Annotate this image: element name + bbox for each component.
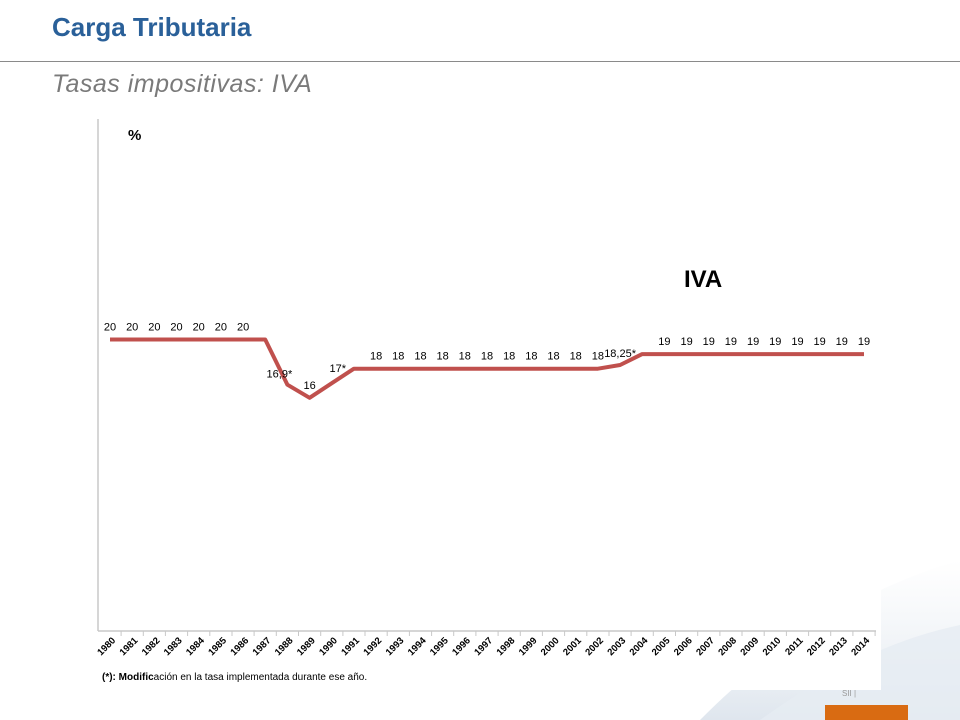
x-tick-label: 2005 (650, 635, 673, 658)
data-label: 19 (680, 336, 692, 348)
data-label: 19 (791, 336, 803, 348)
data-label: 20 (215, 322, 227, 334)
x-tick-label: 2008 (716, 635, 739, 658)
y-axis-unit-label: % (128, 127, 141, 144)
data-label: 19 (747, 336, 759, 348)
data-label: 16,9* (267, 369, 293, 381)
data-label: 20 (237, 322, 249, 334)
data-label: 19 (769, 336, 781, 348)
x-tick-label: 2006 (672, 635, 695, 658)
x-tick-label: 1990 (317, 635, 340, 658)
data-label: 18 (481, 351, 493, 363)
x-tick-label: 2013 (827, 635, 850, 658)
data-label: 18 (547, 351, 559, 363)
data-label: 18,25* (604, 348, 637, 360)
data-label: 20 (170, 322, 182, 334)
footnote-bold-part: (*): Modific (102, 672, 154, 683)
footnote-rest-part: ación en la tasa implementada durante es… (153, 672, 368, 683)
data-label: 18 (392, 351, 404, 363)
data-label: 19 (725, 336, 737, 348)
x-tick-label: 2014 (849, 635, 872, 658)
slide-title: Carga Tributaria (52, 12, 252, 42)
x-tick-label: 1992 (361, 635, 384, 658)
series-label: IVA (684, 266, 722, 293)
x-tick-label: 2012 (805, 635, 828, 658)
data-label: 18 (414, 351, 426, 363)
data-label: 19 (858, 336, 870, 348)
data-label: 17* (330, 363, 347, 375)
data-label: 19 (703, 336, 715, 348)
x-tick-label: 1983 (162, 635, 185, 658)
x-tick-label: 2000 (539, 635, 562, 658)
data-label: 19 (813, 336, 825, 348)
footer-label: SII | (842, 689, 857, 698)
x-tick-label: 1993 (384, 635, 407, 658)
data-label: 20 (148, 322, 160, 334)
x-tick-label: 2001 (561, 635, 584, 658)
data-label: 18 (525, 351, 537, 363)
footer-accent-bar (825, 705, 908, 720)
data-label: 18 (503, 351, 515, 363)
chart-container: % IVA 20 20 20 20 20 20 20 16,9* 16 17* 18 18 18 18 18… (88, 104, 881, 690)
data-label: 19 (836, 336, 848, 348)
x-tick-label: 1997 (472, 635, 495, 658)
x-tick-label: 1985 (206, 635, 229, 658)
data-label: 16 (303, 380, 315, 392)
data-label: 20 (104, 322, 116, 334)
x-tick-label: 2011 (783, 635, 806, 658)
x-tick-label: 2010 (761, 635, 784, 658)
x-tick-label: 1986 (228, 635, 251, 658)
x-tick-label: 2002 (583, 635, 606, 658)
x-tick-label: 1999 (517, 635, 540, 658)
data-label: 20 (193, 322, 205, 334)
slide-subtitle: Tasas impositivas: IVA (52, 70, 313, 98)
x-tick-label: 2009 (738, 635, 761, 658)
x-tick-label: 2007 (694, 635, 717, 658)
data-label: 20 (126, 322, 138, 334)
x-tick-label: 1980 (95, 635, 118, 658)
x-tick-label: 1998 (495, 635, 518, 658)
data-label: 18 (436, 351, 448, 363)
data-label: 19 (658, 336, 670, 348)
x-tick-label: 1984 (184, 635, 207, 658)
x-tick-label: 1995 (428, 635, 451, 658)
data-label: 18 (570, 351, 582, 363)
x-tick-label: 2003 (605, 635, 628, 658)
x-tick-label: 1991 (339, 635, 362, 658)
data-label: 18 (459, 351, 471, 363)
x-tick-label: 1987 (251, 635, 274, 658)
x-tick-label: 1982 (140, 635, 163, 658)
x-tick-label: 1988 (273, 635, 296, 658)
chart-footnote: (*): Modificación en la tasa implementad… (102, 672, 367, 683)
x-tick-label: 1981 (118, 635, 141, 658)
x-tick-label: 2004 (628, 635, 651, 658)
series-line-iva (110, 337, 864, 400)
x-tick-label: 1996 (450, 635, 473, 658)
data-label: 18 (592, 351, 604, 363)
x-tick-label: 1989 (295, 635, 318, 658)
title-divider (0, 61, 960, 62)
x-tick-label: 1994 (406, 635, 429, 658)
data-label: 18 (370, 351, 382, 363)
